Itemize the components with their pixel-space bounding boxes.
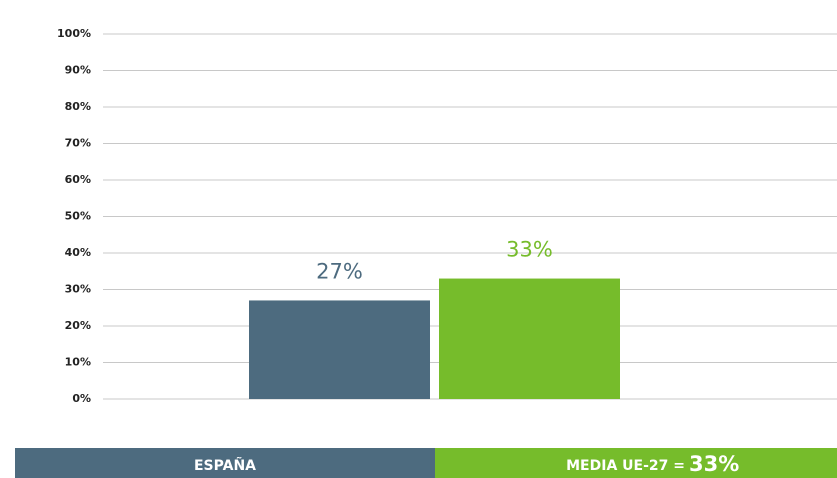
legend-label: ESPAÑA xyxy=(194,457,256,474)
y-tick-label: 10% xyxy=(65,356,91,369)
y-tick-label: 50% xyxy=(65,210,91,223)
y-tick-label: 90% xyxy=(65,64,91,77)
y-tick-label: 30% xyxy=(65,283,91,296)
value-label: 27% xyxy=(316,259,363,283)
bar xyxy=(439,278,620,399)
y-tick-label: 20% xyxy=(65,319,91,332)
legend-box xyxy=(15,448,435,478)
value-label: 33% xyxy=(506,238,553,262)
bar xyxy=(249,300,430,399)
legend-label: MEDIA UE-27 = xyxy=(566,458,685,474)
y-tick-label: 40% xyxy=(65,246,91,259)
y-tick-label: 0% xyxy=(72,392,91,405)
legend-box xyxy=(435,448,837,478)
legend-value: 33% xyxy=(689,452,739,476)
y-tick-label: 60% xyxy=(65,173,91,186)
y-tick-label: 100% xyxy=(57,27,91,40)
y-tick-label: 80% xyxy=(65,100,91,113)
y-tick-label: 70% xyxy=(65,137,91,150)
